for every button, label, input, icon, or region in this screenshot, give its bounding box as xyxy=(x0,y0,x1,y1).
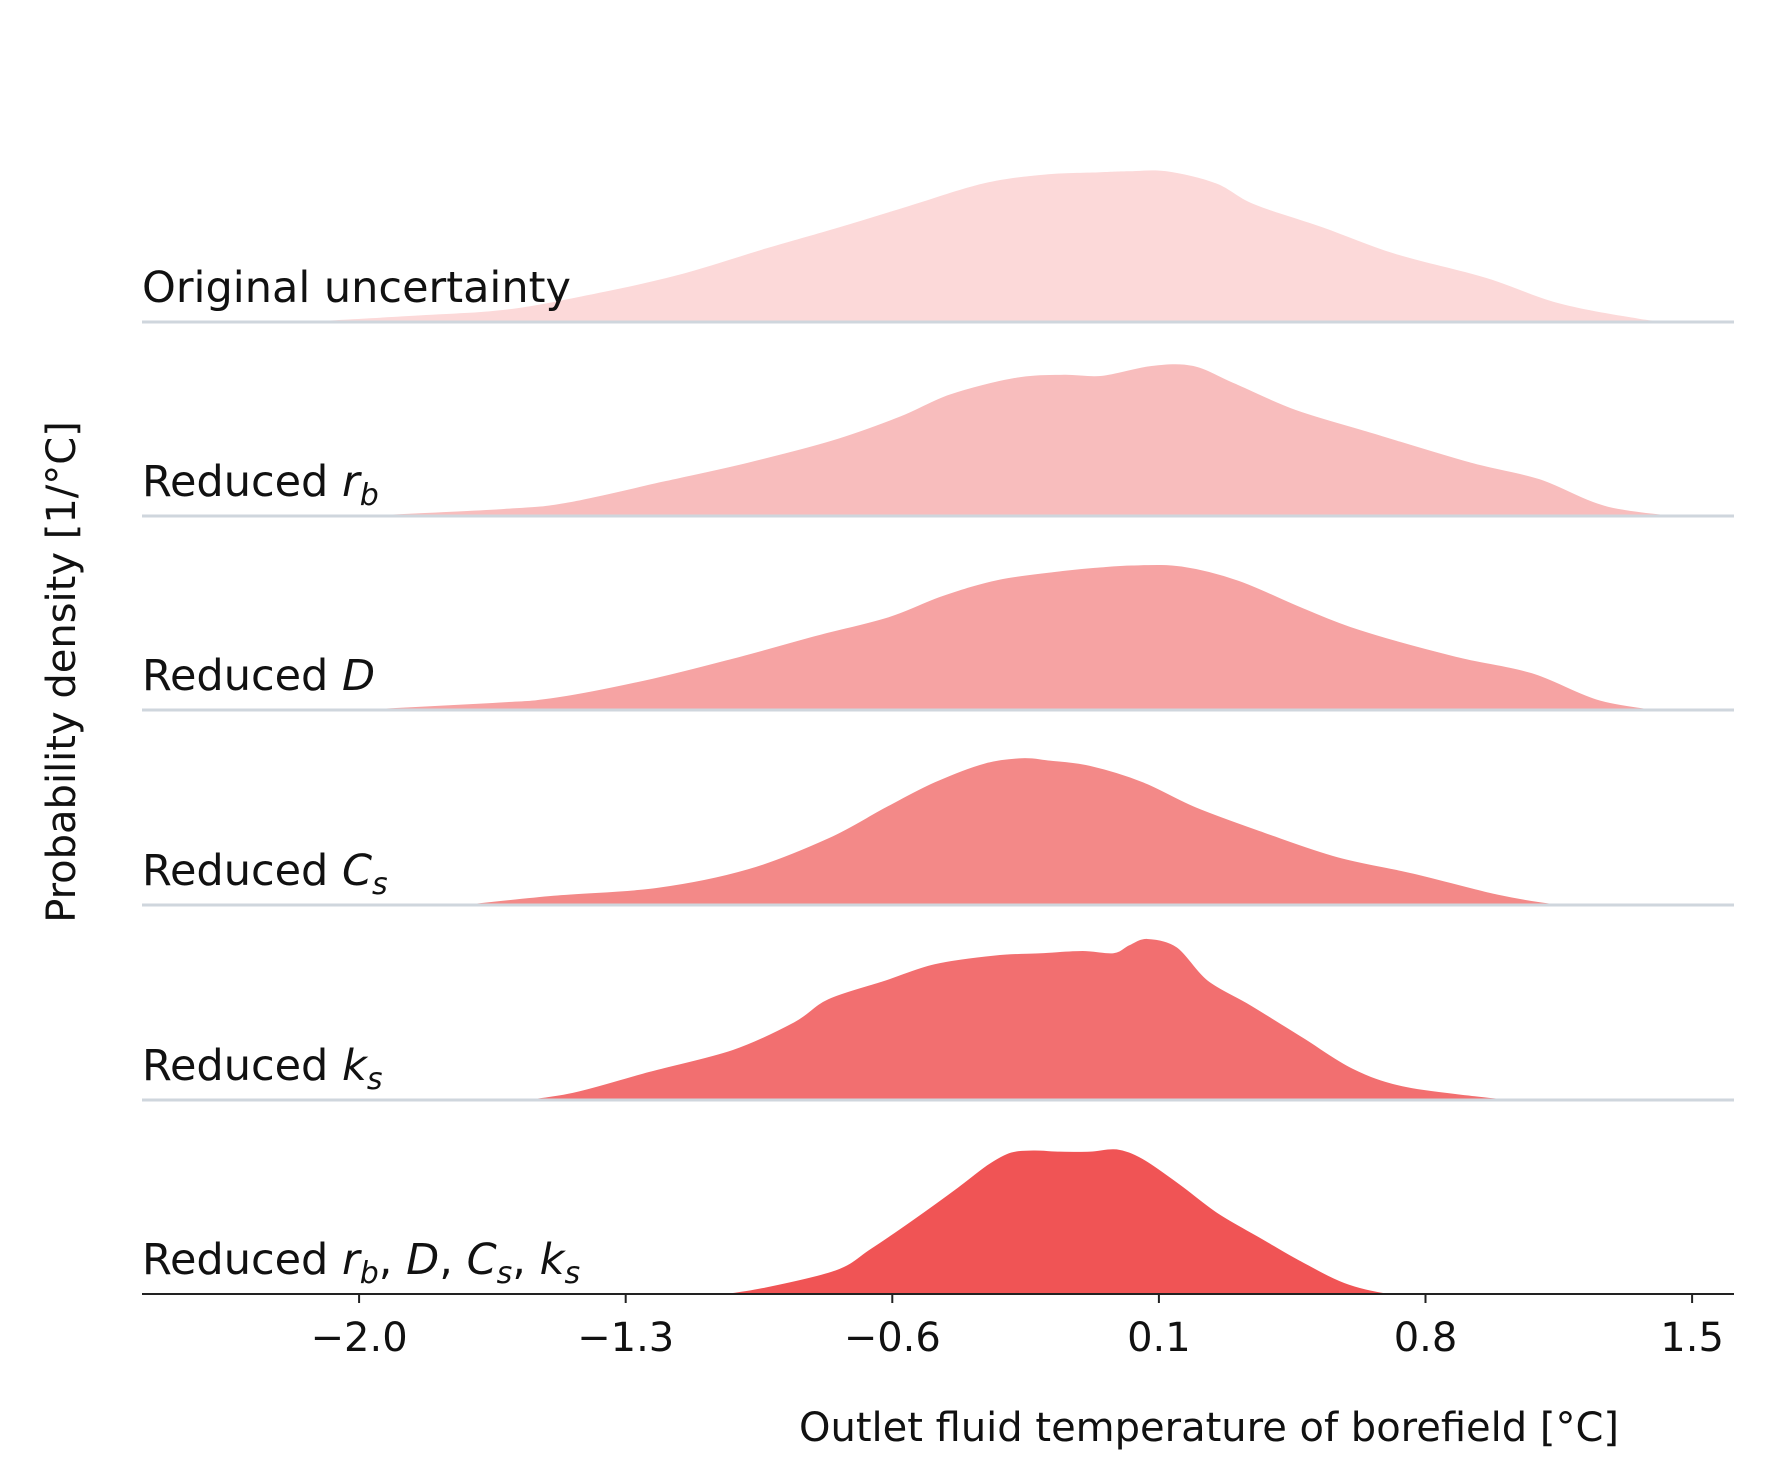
x-axis-title: Outlet fluid temperature of borefield [°… xyxy=(799,1405,1619,1451)
ridge-outline xyxy=(320,561,1670,712)
x-tick-label: 0.1 xyxy=(1127,1315,1191,1361)
ridge-area xyxy=(511,937,1533,1100)
ridge-label: Reduced ks​ xyxy=(142,1041,383,1097)
ridge-outline xyxy=(713,1145,1445,1297)
ridge-label: Reduced D xyxy=(142,651,375,701)
ridge-layers xyxy=(302,170,1693,1297)
ridge-label: Original uncertainty xyxy=(142,263,571,313)
ridge-area xyxy=(321,563,1670,710)
ridge-label: Reduced Cs​ xyxy=(142,846,388,902)
ridge-2 xyxy=(320,360,1693,518)
ridge-outline xyxy=(446,754,1616,907)
ridge-area xyxy=(446,756,1616,905)
x-tick-label: 1.5 xyxy=(1660,1315,1724,1361)
ridge-area xyxy=(321,362,1693,516)
x-tick-label: −0.6 xyxy=(844,1315,941,1361)
ridge-label: Reduced rb​ xyxy=(142,457,379,513)
ridge-area xyxy=(713,1147,1445,1295)
ridge-1 xyxy=(302,170,1674,322)
ridge-baselines xyxy=(142,320,1734,1102)
y-axis-title: Probability density [1/°C] xyxy=(39,421,85,923)
ridge-labels: Original uncertainty Reduced rb​ Reduced D… xyxy=(142,263,580,1291)
ridge-label: Reduced rb​, D, Cs​, ks​ xyxy=(142,1235,580,1291)
ridge-4 xyxy=(446,754,1616,907)
x-tick-label: −1.3 xyxy=(577,1315,674,1361)
x-tick-label: 0.8 xyxy=(1394,1315,1458,1361)
ridge-area xyxy=(302,170,1674,322)
ridge-5 xyxy=(511,935,1533,1102)
x-tick-label: −2.0 xyxy=(311,1315,408,1361)
ridge-6 xyxy=(713,1145,1445,1297)
ridge-outline xyxy=(511,935,1533,1102)
ridge-3 xyxy=(320,561,1670,712)
x-axis-ticks: −2.0 −1.3 −0.6 0.1 0.8 1.5 xyxy=(311,1294,1724,1361)
ridge-outline xyxy=(320,360,1693,518)
